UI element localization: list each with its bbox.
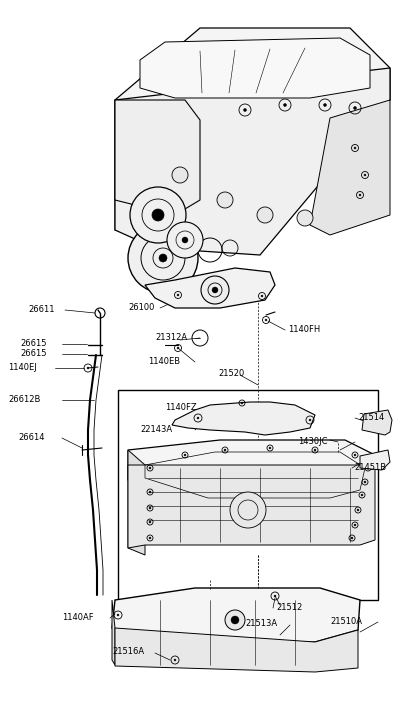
Text: 26612B: 26612B [8, 395, 40, 404]
Circle shape [361, 494, 363, 496]
Circle shape [225, 610, 245, 630]
Circle shape [149, 521, 151, 523]
Circle shape [177, 347, 179, 349]
Circle shape [324, 103, 327, 106]
Circle shape [354, 147, 356, 149]
Text: 1140EB: 1140EB [148, 358, 180, 366]
Bar [118, 390, 378, 600]
Circle shape [354, 524, 356, 526]
Polygon shape [145, 268, 275, 308]
Text: 1430JC: 1430JC [298, 438, 327, 446]
Circle shape [351, 537, 353, 539]
Polygon shape [112, 588, 360, 642]
Circle shape [172, 167, 188, 183]
Text: 21512: 21512 [276, 603, 302, 613]
Polygon shape [172, 402, 315, 435]
Text: 1140FZ: 1140FZ [165, 403, 197, 412]
Circle shape [149, 491, 151, 493]
Text: 26611: 26611 [28, 305, 54, 315]
Text: 21510A: 21510A [330, 617, 362, 627]
Circle shape [359, 194, 361, 196]
Circle shape [184, 454, 186, 456]
Text: 26615: 26615 [20, 350, 47, 358]
Circle shape [265, 319, 267, 321]
Polygon shape [140, 38, 370, 98]
Circle shape [364, 174, 366, 176]
Polygon shape [128, 440, 375, 500]
Circle shape [261, 295, 263, 297]
Polygon shape [310, 100, 390, 235]
Polygon shape [115, 68, 390, 255]
Text: 26615: 26615 [20, 340, 47, 348]
Circle shape [197, 417, 199, 419]
Text: 21520: 21520 [218, 369, 244, 379]
Text: 21514: 21514 [358, 414, 384, 422]
Text: 1140EJ: 1140EJ [8, 364, 37, 372]
Text: 26100: 26100 [129, 303, 155, 313]
Circle shape [174, 659, 176, 661]
Circle shape [130, 187, 186, 243]
Polygon shape [128, 455, 375, 548]
Circle shape [87, 367, 89, 369]
Circle shape [149, 537, 151, 539]
Circle shape [241, 402, 243, 404]
Circle shape [297, 210, 313, 226]
Text: 1140AF: 1140AF [62, 614, 94, 622]
Circle shape [231, 616, 239, 624]
Polygon shape [128, 450, 145, 555]
Text: 21516A: 21516A [112, 648, 144, 656]
Text: 1140FH: 1140FH [288, 326, 320, 334]
Circle shape [269, 447, 271, 449]
Text: 26614: 26614 [18, 433, 45, 443]
Circle shape [201, 276, 229, 304]
Circle shape [217, 192, 233, 208]
Circle shape [364, 481, 366, 483]
Circle shape [212, 287, 218, 293]
Text: 21312A: 21312A [155, 334, 187, 342]
Circle shape [283, 103, 287, 106]
Circle shape [159, 254, 167, 262]
Circle shape [314, 449, 316, 451]
Circle shape [354, 106, 357, 110]
Circle shape [117, 614, 119, 616]
Circle shape [128, 223, 198, 293]
Text: 21451B: 21451B [354, 464, 386, 473]
Polygon shape [112, 600, 115, 665]
Circle shape [152, 209, 164, 221]
Circle shape [224, 449, 226, 451]
Circle shape [367, 467, 369, 469]
Circle shape [167, 222, 203, 258]
Text: 22143A: 22143A [140, 425, 172, 435]
Text: 21513A: 21513A [245, 619, 277, 629]
Circle shape [354, 454, 356, 456]
Circle shape [177, 294, 179, 296]
Polygon shape [362, 410, 392, 435]
Circle shape [230, 492, 266, 528]
Polygon shape [115, 100, 200, 215]
Circle shape [243, 108, 247, 111]
Circle shape [182, 237, 188, 243]
Polygon shape [115, 28, 390, 118]
Circle shape [274, 595, 276, 597]
Circle shape [309, 419, 311, 421]
Circle shape [149, 467, 151, 469]
Circle shape [357, 509, 359, 511]
Circle shape [257, 207, 273, 223]
Polygon shape [360, 450, 390, 470]
Polygon shape [115, 100, 155, 240]
Polygon shape [115, 628, 358, 672]
Circle shape [149, 507, 151, 509]
